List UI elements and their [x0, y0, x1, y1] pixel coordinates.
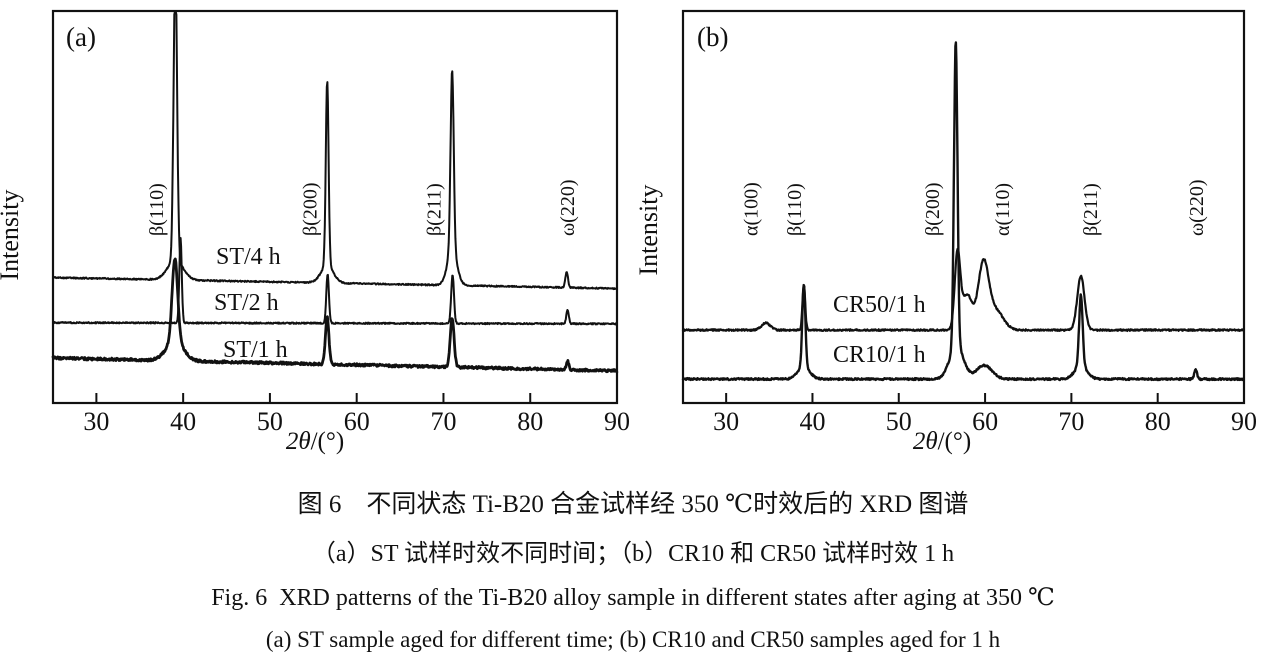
x-tick-label-a: 30: [83, 407, 109, 436]
trace-label-b-2: CR10/1 h: [833, 342, 926, 368]
y-axis-title-a: Intensity: [0, 190, 24, 281]
x-tick-label-a: 50: [257, 407, 283, 436]
x-tick-label-a: 40: [170, 407, 196, 436]
x-tick-label-b: 90: [1231, 407, 1257, 436]
trace-a-st-2-h: [52, 237, 618, 326]
x-tick-label-a: 90: [604, 407, 630, 436]
caption-english-title: Fig. 6 XRD patterns of the Ti-B20 alloy …: [211, 585, 1055, 611]
plot-frame-a: [51, 9, 619, 405]
x-tick-label-a: 70: [430, 407, 456, 436]
caption-chinese-subtitle: （a）ST 试样时效不同时间；（b）CR10 和 CR50 试样时效 1 h: [311, 541, 955, 567]
trace-b-cr10-1-h: [681, 41, 1246, 382]
x-tick-label-b: 30: [713, 407, 739, 436]
panel-b: 30 40 50 60 70 80 90 2θ/(°) Intensity (b) α(100) β(…: [634, 9, 1257, 455]
x-tick-label-b: 40: [799, 407, 825, 436]
x-axis-title-b: 2θ/(°): [913, 428, 971, 455]
peak-label-b: α(100): [741, 182, 763, 236]
x-tick-label-b: 80: [1145, 407, 1171, 436]
y-axis-title-b: Intensity: [634, 185, 663, 276]
xrd-chart: 30 40 50 60 70 80 90 2θ/(°) Intensity (a) β(110) β(…: [0, 9, 1257, 455]
trace-b-cr50-1-h: [681, 247, 1245, 332]
caption-chinese-title: 图 6 不同状态 Ti-B20 合金试样经 350 ℃时效后的 XRD 图谱: [297, 491, 969, 518]
x-tick-label-b: 60: [972, 407, 998, 436]
x-axis-title-a: 2θ/(°): [286, 428, 344, 455]
trace-a-st-4-h: [52, 11, 618, 291]
panel-marker-a: (a): [66, 22, 96, 52]
caption-english-subtitle: (a) ST sample aged for different time; (…: [265, 627, 1001, 652]
x-tick-label-b: 50: [886, 407, 912, 436]
xrd-chart-area: 30 40 50 60 70 80 90 2θ/(°) Intensity (a) β(110) β(…: [0, 9, 1257, 455]
panel-marker-b: (b): [697, 22, 728, 52]
peak-label-a: β(200): [299, 183, 321, 237]
peak-label-a: β(211): [423, 183, 445, 236]
plot-frame-b: [681, 9, 1246, 405]
peak-label-b: β(110): [784, 183, 806, 236]
peak-label-b: ω(220): [1186, 180, 1208, 236]
trace-label-a-1: ST/4 h: [216, 244, 281, 270]
trace-label-a-2: ST/2 h: [214, 290, 279, 316]
x-tick-label-b: 70: [1058, 407, 1084, 436]
x-tick-label-a: 80: [517, 407, 543, 436]
panel-a: 30 40 50 60 70 80 90 2θ/(°) Intensity (a) β(110) β(…: [0, 9, 630, 455]
peak-label-a: ω(220): [557, 180, 579, 236]
peak-label-b: α(110): [992, 183, 1014, 236]
trace-label-a-3: ST/1 h: [223, 337, 288, 363]
x-tick-label-a: 60: [344, 407, 370, 436]
peak-label-b: β(200): [922, 183, 944, 237]
peak-label-a: β(110): [146, 183, 168, 236]
trace-a-st-1-h: [51, 257, 619, 374]
peak-label-b: β(211): [1080, 183, 1102, 236]
trace-label-b-1: CR50/1 h: [833, 292, 926, 318]
